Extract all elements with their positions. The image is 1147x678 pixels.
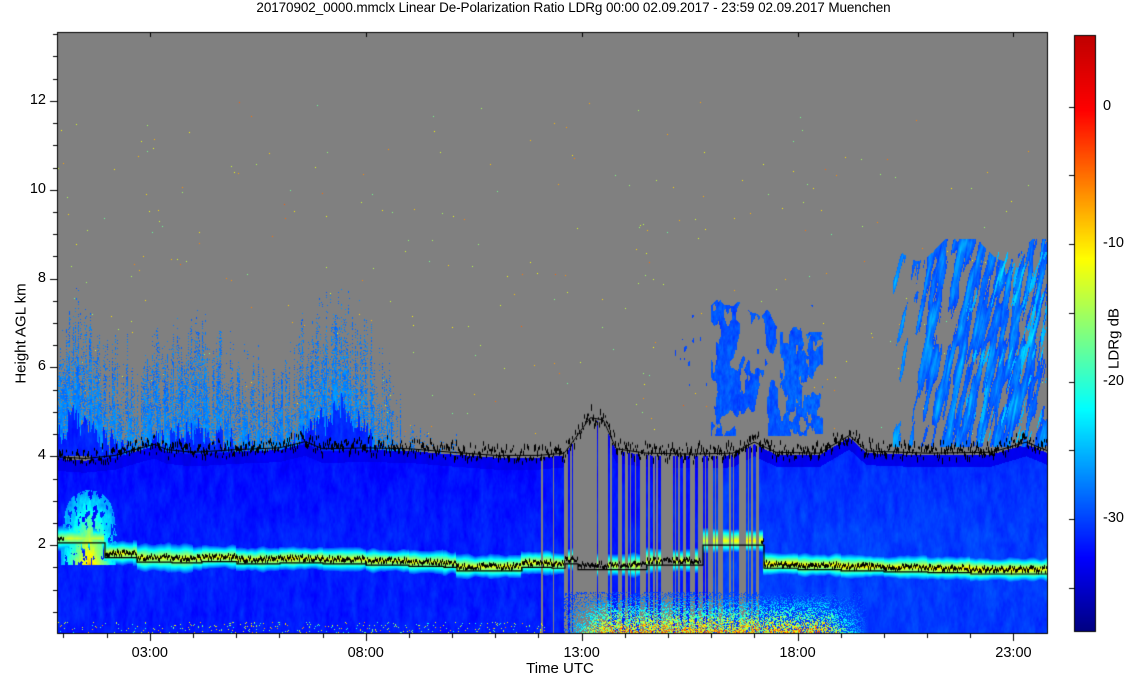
x-tick-label: 18:00 — [779, 645, 816, 661]
x-tick-label: 03:00 — [131, 645, 168, 661]
colorbar-tick-label: -20 — [1103, 372, 1124, 389]
colorbar-tick-label: -10 — [1103, 235, 1124, 252]
x-tick-label: 13:00 — [563, 645, 600, 661]
x-axis-label: Time UTC — [526, 660, 594, 677]
x-tick-label: 23:00 — [995, 645, 1032, 661]
colorbar-tick-label: 0 — [1103, 97, 1112, 114]
y-tick-label: 6 — [37, 358, 46, 375]
y-tick-label: 4 — [37, 447, 46, 464]
y-tick-label: 2 — [37, 536, 46, 553]
y-tick-label: 12 — [29, 91, 46, 108]
page-title: 20170902_0000.mmclx Linear De-Polarizati… — [256, 0, 891, 15]
y-tick-label: 10 — [29, 180, 46, 197]
colorbar-tick-label: -30 — [1103, 510, 1124, 527]
y-axis-label: Height AGL km — [12, 283, 30, 384]
x-tick-label: 08:00 — [347, 645, 384, 661]
y-tick-label: 8 — [37, 269, 46, 286]
